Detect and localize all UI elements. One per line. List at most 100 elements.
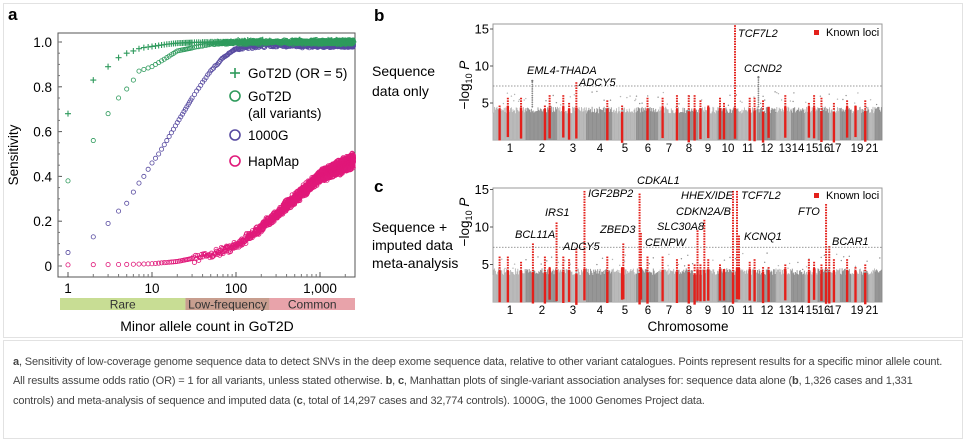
known-locus-point: [719, 97, 721, 100]
circle-point: [65, 178, 71, 184]
snv-point: [552, 94, 554, 97]
snv-point: [678, 103, 680, 105]
known-locus-point: [562, 102, 565, 105]
known-locus-point: [748, 97, 751, 100]
y-tick-label: 0: [44, 259, 52, 274]
known-locus-point: [693, 95, 696, 97]
known-locus-point: [498, 105, 501, 108]
known-locus-point: [762, 102, 765, 105]
known-locus-point: [621, 108, 624, 110]
known-locus-column: [661, 107, 664, 139]
known-locus-point: [753, 97, 756, 100]
known-locus-column: [562, 106, 565, 138]
y-axis-label-a: Sensitivity: [6, 124, 21, 185]
snv-point: [523, 99, 525, 101]
snv-point: [666, 103, 668, 105]
known-locus-point: [562, 97, 565, 100]
known-locus-point: [693, 97, 696, 100]
known-locus-column: [784, 106, 787, 138]
known-locus-column: [718, 108, 722, 140]
x-tick-label: 1,000: [303, 281, 337, 296]
circle-point: [136, 261, 142, 267]
known-locus-point: [675, 95, 678, 97]
known-locus-point: [699, 108, 702, 110]
known-locus-point: [520, 100, 523, 102]
known-locus-point: [687, 102, 690, 105]
known-locus-point: [606, 108, 609, 110]
snv-point: [555, 101, 558, 104]
known-locus-point: [762, 105, 765, 108]
known-locus-point: [543, 105, 546, 108]
circle-point: [141, 173, 147, 179]
snv-point: [793, 92, 795, 94]
known-locus-column: [675, 109, 679, 141]
snv-point: [776, 91, 778, 94]
circle-point: [271, 218, 277, 224]
known-locus-point: [693, 108, 696, 110]
plus-point: [123, 50, 130, 57]
circle-point: [172, 259, 178, 265]
plus-point: [130, 47, 137, 54]
row-label-b-2: data only: [372, 83, 429, 99]
snv-point: [869, 99, 872, 101]
known-locus-point: [762, 108, 765, 110]
figure-frame: [3, 3, 963, 338]
known-locus-point: [820, 105, 823, 108]
snv-point: [560, 104, 562, 106]
circle-point: [141, 66, 147, 72]
known-locus-column: [548, 107, 551, 139]
snv-point: [573, 94, 575, 96]
known-locus-point: [675, 108, 678, 110]
snv-point: [657, 96, 659, 98]
known-locus-point: [719, 102, 721, 105]
known-locus-column: [687, 111, 690, 143]
circle-point: [90, 262, 96, 268]
snv-point: [875, 103, 878, 106]
snv-point: [854, 102, 856, 104]
known-locus-point: [562, 100, 565, 102]
known-locus-point: [606, 102, 609, 105]
known-locus-point: [646, 102, 649, 105]
known-locus-column: [807, 106, 811, 138]
known-locus-point: [646, 108, 649, 110]
circle-point: [124, 200, 130, 206]
known-locus-point: [675, 100, 678, 102]
snv-point: [513, 100, 515, 102]
snv-point: [774, 91, 776, 93]
known-locus-column: [506, 105, 510, 138]
known-locus-point: [820, 108, 823, 110]
circle-point: [164, 138, 170, 144]
snv-point: [506, 92, 509, 94]
snv-point: [760, 102, 762, 105]
known-locus-column: [761, 111, 765, 143]
snv-point: [828, 93, 830, 95]
snv-point: [777, 92, 780, 95]
legend-got2d-all: GoT2D: [248, 89, 292, 104]
frequency-band-label: Low-frequency: [188, 298, 267, 312]
snv-point: [857, 92, 859, 94]
frequency-band-label: Rare: [110, 298, 136, 312]
circle-marker-icon: [229, 129, 241, 141]
known-locus-point: [661, 97, 664, 100]
known-locus-column: [812, 107, 816, 139]
known-locus-column: [620, 111, 624, 143]
caption-frame: [3, 340, 963, 439]
snv-point: [569, 96, 571, 98]
known-locus-point: [675, 105, 678, 108]
x-tick-label: 1: [64, 281, 72, 296]
circle-point: [152, 260, 158, 266]
snv-point: [729, 94, 731, 97]
snv-point: [603, 99, 605, 101]
circle-point: [161, 260, 167, 266]
known-locus-point: [506, 105, 509, 108]
known-locus-point: [693, 100, 696, 102]
snv-point: [635, 95, 638, 97]
known-locus-point: [675, 102, 678, 105]
snv-point: [517, 100, 520, 102]
known-locus-point: [687, 108, 690, 110]
known-locus-column: [519, 107, 523, 139]
known-locus-point: [520, 102, 523, 105]
circle-point: [149, 261, 155, 267]
known-locus-column: [606, 109, 609, 141]
x-axis-label-a: Minor allele count in GoT2D: [120, 318, 294, 334]
